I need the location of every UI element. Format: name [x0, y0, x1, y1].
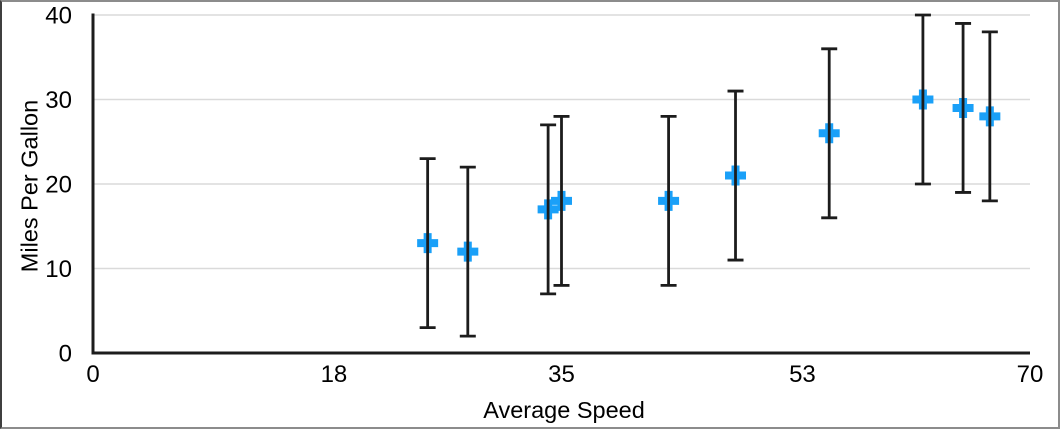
- x-axis-title: Average Speed: [483, 397, 645, 423]
- y-axis-tick-label: 40: [45, 3, 72, 30]
- x-axis-tick-label: 70: [1017, 361, 1044, 388]
- y-axis-tick-label: 10: [45, 256, 72, 283]
- y-axis-title: Miles Per Gallon: [16, 99, 43, 273]
- x-axis-tick-label: 0: [86, 361, 99, 388]
- y-axis-tick-label: 20: [45, 172, 72, 199]
- x-axis-tick-label: 35: [548, 361, 575, 388]
- x-axis-tick-label: 53: [789, 361, 816, 388]
- x-axis-tick-label: 18: [321, 361, 348, 388]
- y-axis-tick-label: 30: [45, 87, 72, 114]
- y-axis-tick-label: 0: [59, 341, 72, 368]
